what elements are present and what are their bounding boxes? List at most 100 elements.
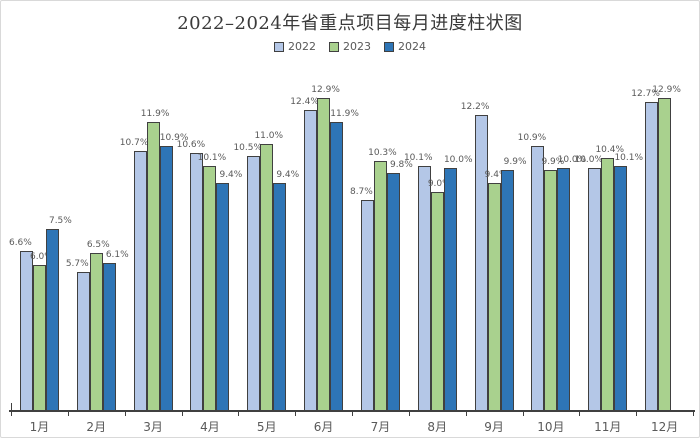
bar-2023-10月 [544,170,558,411]
x-tick-label-2月: 2月 [86,420,107,434]
x-axis-tick-4 [238,411,240,416]
bar-label-2023-4月: 10.1% [197,152,227,163]
x-tick-label-12月: 12月 [650,420,679,434]
x-axis-tick-6 [352,411,353,416]
bar-2024-4月 [216,182,230,411]
x-tick-label-6月: 6月 [313,420,334,434]
bar-2022-6月 [304,109,318,411]
bar-label-2023-10月: 9.9% [541,157,565,168]
bar-2022-3月 [133,150,147,411]
bar-label-2022-12月: 12.7% [631,89,660,100]
bar-label-2023-11月: 10.4% [595,145,625,156]
bar-2022-12月 [645,102,659,411]
x-axis-tick-5 [295,411,297,416]
x-axis-tick-12 [693,411,694,416]
bar-label-2023-8月: 9.0% [427,179,451,190]
bar-2024-5月 [273,182,287,411]
bar-label-2023-7月: 10.3% [368,147,397,158]
bar-2024-6月 [330,121,344,411]
bar-2023-9月 [487,182,501,411]
legend-label-2022: 2022 [288,40,316,53]
x-axis-tick-9 [522,411,524,416]
x-tick-label-10月: 10月 [537,420,565,434]
bar-2023-11月 [601,158,615,411]
bar-label-2022-9月: 12.2% [460,101,490,112]
bar-label-2023-2月: 6.5% [86,240,110,251]
bar-2023-1月 [32,265,46,411]
x-axis-tick-1 [67,411,69,416]
bar-label-2024-4月: 9.4% [219,169,243,180]
bar-2023-3月 [146,121,160,411]
bar-label-2023-12月: 12.9% [652,84,681,95]
bar-label-2022-3月: 10.7% [119,137,149,148]
x-axis-tick-2 [124,411,126,416]
bar-2022-9月 [474,114,488,411]
bar-label-2022-5月: 10.5% [233,142,263,153]
bar-label-2022-7月: 8.7% [349,186,373,197]
bar-label-2024-11月: 10.1% [614,152,644,163]
bar-2024-2月 [102,262,116,411]
x-tick-label-8月: 8月 [427,420,448,434]
bar-label-2023-5月: 11.0% [254,130,284,141]
bar-2023-2月 [89,253,103,411]
bar-2024-7月 [386,172,400,411]
x-tick-label-3月: 3月 [143,420,163,434]
bar-label-2024-3月: 10.9% [159,133,189,144]
legend-swatch-2022 [274,41,284,52]
bar-2022-11月 [588,168,602,411]
bar-2022-7月 [360,199,374,411]
bar-2023-7月 [373,160,387,411]
bar-2024-3月 [159,146,173,411]
legend-item-2022: 2022 [274,40,316,53]
legend-label-2023: 2023 [343,40,371,53]
bar-2024-8月 [443,168,457,411]
bar-label-2024-9月: 9.9% [503,157,527,168]
bar-2024-11月 [614,165,628,411]
bar-label-2022-6月: 12.4% [290,96,319,107]
bar-label-2023-9月: 9.4% [484,169,508,180]
legend-swatch-2023 [329,41,339,52]
x-axis-tick-8 [465,411,467,416]
x-tick-label-1月: 1月 [29,420,50,434]
bar-2022-2月 [76,272,90,411]
x-axis-endcap [11,403,12,416]
x-axis-tick-10 [579,411,581,416]
bar-label-2022-1月: 6.6% [8,237,32,248]
bar-2022-8月 [417,165,431,411]
bar-2023-8月 [430,192,444,411]
x-tick-label-11月: 11月 [594,420,622,434]
bar-2023-4月 [203,165,217,411]
bar-label-2024-10月: 10.0% [557,155,587,165]
legend-item-2023: 2023 [329,40,371,53]
bar-label-2022-2月: 5.7% [65,259,89,270]
bar-label-2022-10月: 10.9% [517,133,547,144]
bar-2022-4月 [190,153,204,411]
legend-swatch-2024 [384,41,394,52]
bar-label-2023-3月: 11.9% [140,108,170,119]
x-tick-label-5月: 5月 [256,420,277,434]
bar-label-2022-4月: 10.6% [176,140,206,151]
x-tick-label-9月: 9月 [484,420,504,434]
bar-label-2023-6月: 12.9% [311,84,340,95]
x-tick-label-4月: 4月 [200,420,220,434]
bar-label-2024-5月: 9.4% [276,169,300,180]
legend-item-2024: 2024 [384,40,426,53]
bar-2022-5月 [247,155,261,411]
bar-2022-10月 [531,146,545,411]
x-axis-tick-7 [408,411,410,416]
bar-2023-5月 [260,143,274,411]
bar-2022-1月 [19,250,33,411]
x-axis-tick-3 [181,411,183,416]
bar-label-2024-1月: 7.5% [48,215,72,226]
bar-label-2024-8月: 10.0% [443,155,473,165]
x-axis-tick-11 [636,411,638,416]
legend-label-2024: 2024 [398,40,426,53]
chart-title: 2022–2024年省重点项目每月进度柱状图 [177,13,523,34]
bar-label-2024-6月: 11.9% [330,108,359,119]
x-tick-label-7月: 7月 [370,420,391,434]
x-axis-tick-0 [11,411,12,416]
bar-2024-9月 [500,170,514,411]
bar-label-2022-11月: 10.0% [574,155,604,165]
